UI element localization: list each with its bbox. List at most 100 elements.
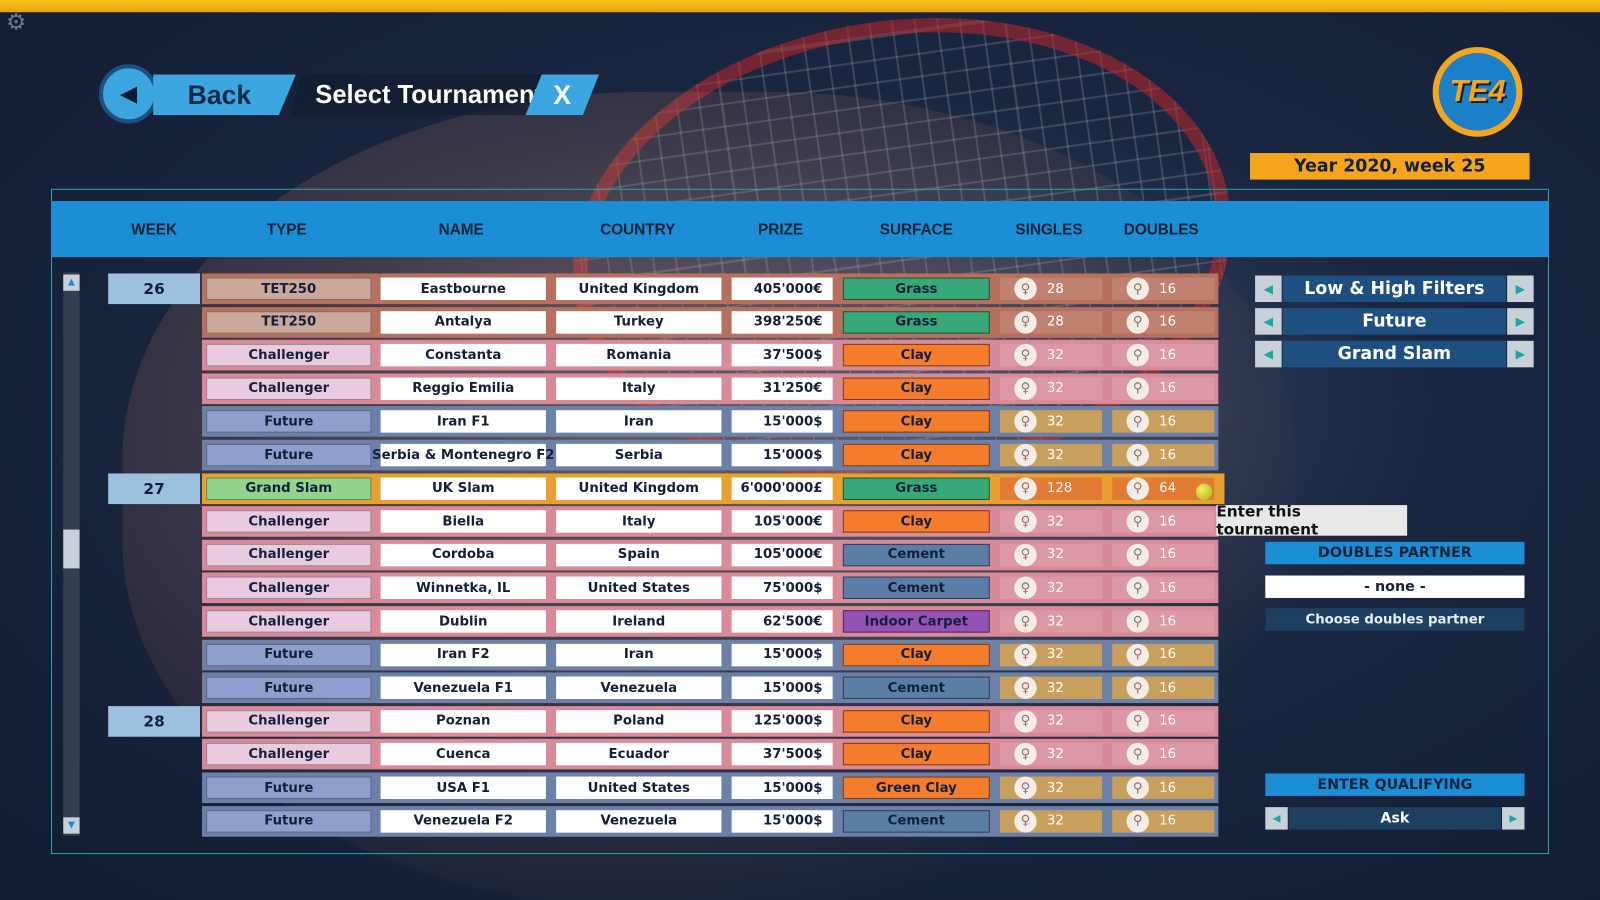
tournament-row[interactable]: Future USA F1 United States 15'000$ Green Cl…	[202, 772, 1219, 804]
prize-cell-text: 105'000€	[753, 547, 823, 563]
tournament-row[interactable]: Future Venezuela F1 Venezuela 15'000$ Cement…	[202, 672, 1219, 704]
singles-draw-text: 32	[1046, 680, 1064, 696]
week-label: 26	[108, 273, 200, 305]
country-cell: Poland	[556, 709, 722, 733]
prev-arrow-icon[interactable]: ◀	[1255, 308, 1282, 335]
singles-draw-text: 32	[1046, 447, 1064, 463]
name-cell: Venezuela F2	[380, 809, 546, 833]
type-cell-text: Future	[264, 414, 314, 430]
next-arrow-icon[interactable]: ▶	[1502, 807, 1525, 830]
doubles-draw-text: 16	[1159, 314, 1177, 330]
prize-cell-text: 15'000$	[762, 813, 823, 829]
tournament-row[interactable]: Future Venezuela F2 Venezuela 15'000$ Cement…	[202, 805, 1219, 837]
tournament-row[interactable]: Future Iran F1 Iran 15'000$ Clay ♀ 32 ⚲ 16	[202, 406, 1219, 438]
prev-arrow-icon[interactable]: ◀	[1255, 275, 1282, 303]
settings-gear-icon[interactable]: ⚙	[6, 10, 27, 36]
singles-draw-text: 32	[1046, 813, 1064, 829]
tournament-row[interactable]: Future Iran F2 Iran 15'000$ Clay ♀ 32 ⚲ 16	[202, 639, 1219, 670]
doubles-draw-text: 16	[1159, 713, 1177, 729]
type-cell: TET250	[206, 310, 372, 334]
prev-arrow-icon[interactable]: ◀	[1265, 807, 1288, 830]
tournament-row[interactable]: Challenger Constanta Romania 37'500$ Clay ♀ 32…	[202, 339, 1219, 371]
tournament-row[interactable]: Challenger Winnetka, IL United States 75'00…	[202, 572, 1219, 604]
name-cell-text: Iran F1	[436, 414, 490, 430]
tennis-ball-cursor-icon	[1195, 483, 1213, 500]
singles-draw: ♀ 32	[999, 576, 1103, 600]
tournament-row[interactable]: Future Serbia & Montenegro F2 Serbia 15'000…	[202, 439, 1219, 471]
prize-cell-text: 15'000$	[762, 447, 823, 463]
type-cell-text: Future	[264, 680, 314, 696]
prize-cell: 15'000$	[731, 643, 833, 666]
name-cell: Cordoba	[380, 543, 546, 567]
type-cell-text: Future	[264, 647, 314, 663]
singles-draw: ♀ 32	[999, 344, 1103, 367]
surface-cell: Clay	[842, 743, 990, 766]
type-cell-text: TET250	[261, 281, 317, 297]
week-label: 28	[108, 705, 200, 737]
doubles-draw-text: 16	[1159, 347, 1177, 363]
country-cell: United Kingdom	[556, 477, 722, 500]
name-cell: Serbia & Montenegro F2	[372, 443, 555, 467]
tournament-row[interactable]: Challenger Cuenca Ecuador 37'500$ Clay ♀ 32 ⚲ 16	[202, 739, 1219, 770]
tournament-row[interactable]: TET250 Eastbourne United Kingdom 405'000€ Gr…	[202, 273, 1219, 305]
scrollbar[interactable]: ▲ ▼	[63, 272, 80, 836]
singles-draw-text: 32	[1046, 647, 1064, 663]
scroll-up-icon[interactable]: ▲	[63, 274, 80, 291]
surface-cell-text: Cement	[887, 680, 945, 696]
double-racket-icon: ⚲	[1126, 477, 1149, 500]
prize-cell-text: 15'000$	[762, 414, 823, 430]
surface-cell: Green Clay	[842, 776, 990, 799]
back-arrow-icon[interactable]: ◀	[98, 64, 159, 124]
surface-cell: Cement	[842, 676, 990, 700]
prev-arrow-icon[interactable]: ◀	[1255, 340, 1282, 368]
singles-draw-text: 32	[1046, 513, 1064, 530]
tournament-row[interactable]: Challenger Reggio Emilia Italy 31'250€ Clay ♀…	[202, 373, 1219, 404]
tournament-row[interactable]: Challenger Dublin Ireland 62'500€ Indoor Car…	[202, 606, 1219, 637]
name-cell: Winnetka, IL	[380, 576, 546, 600]
back-button[interactable]: Back	[153, 74, 296, 116]
name-cell-text: Reggio Emilia	[412, 380, 515, 397]
country-cell: Spain	[556, 543, 722, 567]
singles-draw: ♀ 28	[999, 310, 1103, 334]
name-cell: Dublin	[380, 610, 546, 633]
choose-partner-button[interactable]: Choose doubles partner	[1265, 608, 1525, 631]
type-cell: Future	[206, 676, 372, 700]
qualifying-heading: ENTER QUALIFYING	[1265, 773, 1525, 796]
country-cell: Romania	[556, 344, 722, 367]
surface-cell: Cement	[842, 809, 990, 833]
surface-cell-text: Clay	[900, 746, 933, 763]
prize-cell: 398'250€	[731, 310, 833, 334]
prize-cell: 37'500$	[731, 344, 833, 367]
tournament-row[interactable]: Challenger Cordoba Spain 105'000€ Cement ♀ 32 ⚲…	[202, 539, 1219, 571]
double-racket-icon: ⚲	[1126, 743, 1149, 766]
doubles-draw: ⚲ 16	[1112, 443, 1215, 467]
type-cell: Challenger	[206, 743, 372, 766]
surface-cell: Clay	[842, 709, 990, 733]
prize-cell: 105'000€	[731, 510, 833, 533]
double-racket-icon: ⚲	[1126, 576, 1149, 600]
tournament-row[interactable]: Challenger Biella Italy 105'000€ Clay ♀ 32 ⚲ 16	[202, 506, 1219, 537]
name-cell: Antalya	[380, 310, 546, 334]
single-racket-icon: ♀	[1014, 277, 1037, 300]
tournament-row[interactable]: TET250 Antalya Turkey 398'250€ Grass ♀ 28 ⚲ 16	[202, 306, 1219, 338]
type-cell-text: Challenger	[248, 380, 330, 397]
next-arrow-icon[interactable]: ▶	[1507, 275, 1534, 303]
doubles-draw: ⚲ 16	[1112, 776, 1215, 799]
country-cell-text: Ireland	[612, 613, 666, 630]
singles-draw: ♀ 32	[999, 809, 1103, 833]
next-arrow-icon[interactable]: ▶	[1507, 308, 1534, 335]
tournament-row[interactable]: Grand Slam UK Slam United Kingdom 6'000'000…	[202, 473, 1225, 504]
name-cell-text: USA F1	[436, 780, 491, 796]
surface-cell-text: Grass	[895, 314, 938, 330]
singles-draw-text: 32	[1046, 414, 1064, 430]
next-arrow-icon[interactable]: ▶	[1507, 340, 1534, 368]
doubles-draw: ⚲ 16	[1112, 410, 1215, 434]
col-country: COUNTRY	[600, 221, 676, 239]
scroll-thumb[interactable]	[63, 529, 80, 569]
surface-cell: Clay	[842, 410, 990, 434]
col-singles: SINGLES	[1015, 221, 1083, 239]
type-cell: Challenger	[206, 377, 372, 400]
scroll-down-icon[interactable]: ▼	[63, 817, 80, 834]
country-cell-text: Romania	[606, 347, 672, 363]
tournament-row[interactable]: Challenger Poznan Poland 125'000$ Clay ♀ 32 ⚲ 16	[202, 705, 1219, 737]
